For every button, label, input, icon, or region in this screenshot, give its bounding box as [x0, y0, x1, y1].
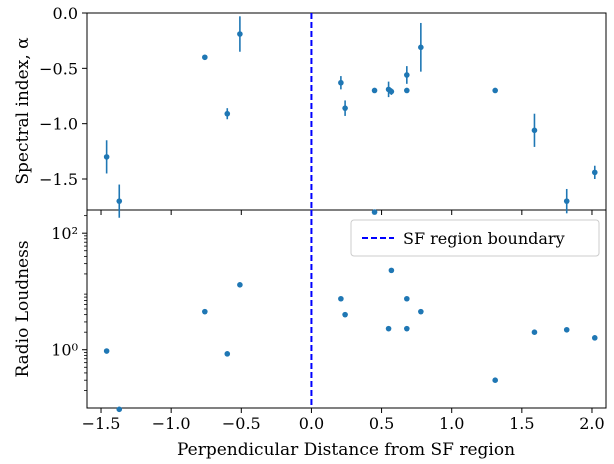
radio-loudness-point — [371, 209, 378, 215]
bottom-panel-points — [103, 209, 598, 413]
radio-loudness-point — [202, 308, 208, 315]
spectral-index-point — [237, 31, 243, 37]
spectral-index-point — [492, 87, 498, 94]
spectral-index-point — [103, 154, 110, 160]
radio-loudness-point — [591, 335, 598, 341]
spectral-index-point — [224, 110, 231, 117]
top-y-tick-label: −1.5 — [39, 170, 78, 189]
top-y-tick-label: −0.5 — [39, 59, 78, 78]
radio-loudness-point — [338, 295, 344, 302]
x-axis-label: Perpendicular Distance from SF region — [177, 440, 515, 460]
top-panel-frame — [86, 12, 607, 211]
bottom-y-tick-label: 10² — [51, 224, 78, 243]
spectral-index-point — [202, 54, 208, 61]
top-y-tick-label: 0.0 — [53, 4, 78, 23]
spectral-index-point — [591, 169, 598, 176]
radio-loudness-point — [116, 406, 123, 413]
spectral-index-point — [563, 198, 570, 204]
x-axis-ticks: −1.5 −1.0 −0.5 0.0 0.5 1.0 1.5 2.0 — [82, 210, 605, 433]
x-tick-label: −0.5 — [222, 414, 261, 433]
x-tick-label: −1.0 — [152, 414, 191, 433]
legend-boundary-label: SF region boundary — [403, 229, 565, 248]
x-tick-label: 2.0 — [579, 414, 604, 433]
top-panel-points — [103, 16, 598, 218]
spectral-index-point — [388, 88, 395, 95]
radio-loudness-point — [224, 351, 231, 357]
radio-loudness-point — [103, 348, 110, 354]
radio-loudness-point — [418, 308, 424, 315]
bottom-y-axis-label: Radio Loudness — [13, 240, 33, 377]
radio-loudness-point — [388, 267, 395, 274]
spectral-index-point — [531, 127, 538, 134]
spectral-index-point — [404, 72, 410, 78]
x-tick-label: 1.5 — [509, 414, 534, 433]
spectral-index-point — [404, 87, 410, 94]
radio-loudness-point — [342, 311, 348, 318]
radio-loudness-point — [563, 326, 570, 333]
spectral-index-point — [371, 87, 378, 94]
spectral-index-point — [418, 44, 424, 51]
top-y-axis-ticks: 0.0 −0.5 −1.0 −1.5 — [39, 4, 87, 189]
radio-loudness-point — [531, 329, 538, 335]
bottom-y-tick-label: 10⁰ — [51, 341, 78, 360]
radio-loudness-point — [404, 295, 410, 302]
x-tick-label: 0.5 — [369, 414, 394, 433]
x-tick-label: 1.0 — [439, 414, 464, 433]
bottom-y-axis-ticks: 10⁰ 10² — [51, 215, 87, 391]
radio-loudness-point — [404, 325, 410, 332]
x-tick-label: 0.0 — [299, 414, 324, 433]
top-y-axis-label: Spectral index, α — [13, 37, 33, 185]
spectral-index-point — [342, 105, 348, 111]
legend: SF region boundary — [350, 219, 600, 257]
spectral-index-point — [338, 79, 344, 86]
x-tick-label: −1.5 — [82, 414, 121, 433]
top-y-tick-label: −1.0 — [39, 115, 78, 134]
radio-loudness-point — [237, 282, 243, 288]
radio-loudness-point — [385, 325, 392, 332]
legend-box — [350, 219, 600, 257]
radio-loudness-point — [492, 377, 498, 383]
spectral-index-point — [116, 198, 123, 204]
